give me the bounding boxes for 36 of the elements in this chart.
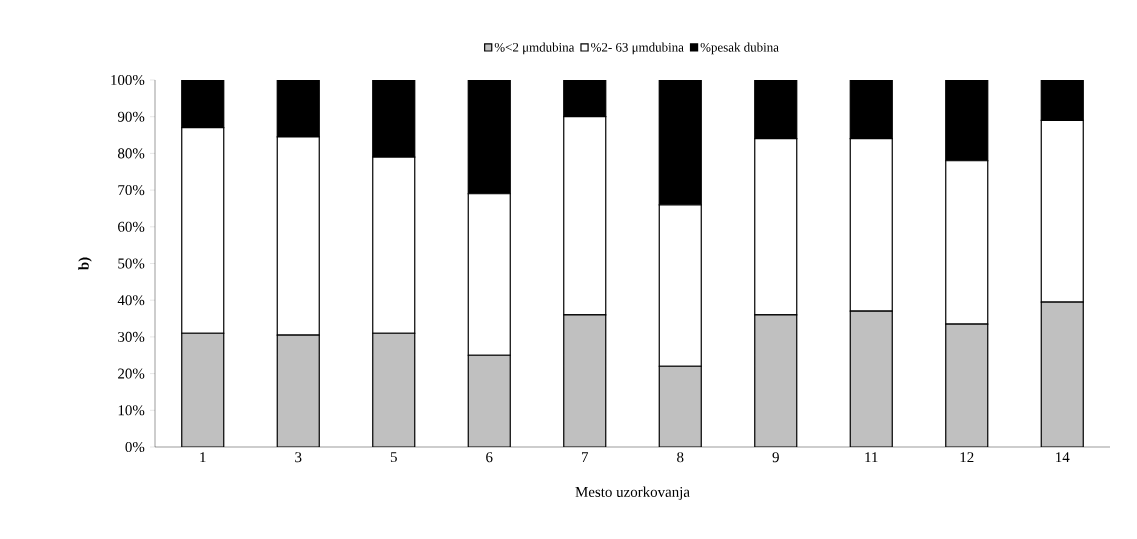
x-tick-label: 6: [486, 452, 493, 463]
bar: [181, 332, 225, 447]
x-tick-label: 7: [582, 452, 589, 462]
bar: [372, 332, 416, 447]
x-tick-label: 9: [772, 452, 779, 463]
bar: [563, 314, 607, 447]
y-tick-label: 40%: [117, 295, 145, 306]
legend-label: %pesak dubina: [700, 42, 779, 55]
legend-label: %<2 μmdubina: [494, 42, 575, 55]
x-tick-label: 14: [1056, 452, 1070, 463]
bar: [945, 323, 989, 447]
x-tick-label: 5: [390, 452, 397, 463]
legend-label: %2- 63 μmdubina: [591, 42, 684, 55]
bar: [276, 334, 320, 447]
y-tick-label: 90%: [117, 111, 145, 122]
y-tick-label: 100%: [111, 74, 145, 86]
y-tick-label: 70%: [118, 185, 145, 196]
x-tick-label: 1: [200, 452, 206, 463]
y-axis-title: b): [78, 257, 92, 270]
x-tick-label: 12: [960, 452, 974, 463]
y-tick-label: 10%: [118, 405, 145, 416]
bar: [849, 310, 893, 447]
bar: [658, 365, 702, 447]
x-tick-label: 3: [295, 452, 302, 463]
x-tick-label: 8: [677, 452, 684, 463]
y-tick-label: 20%: [118, 368, 145, 379]
y-tick-label: 80%: [117, 148, 145, 159]
y-tick-label: 50%: [118, 258, 145, 269]
x-tick-label: 11: [865, 452, 878, 463]
y-tick-label: 30%: [118, 331, 145, 342]
y-tick-label: 60%: [118, 221, 145, 232]
bar: [467, 354, 511, 447]
bar: [1040, 301, 1084, 447]
x-axis-title: Mesto uzorkovanja: [575, 486, 690, 500]
bar: [754, 314, 798, 447]
y-tick-label: 0%: [125, 441, 145, 453]
